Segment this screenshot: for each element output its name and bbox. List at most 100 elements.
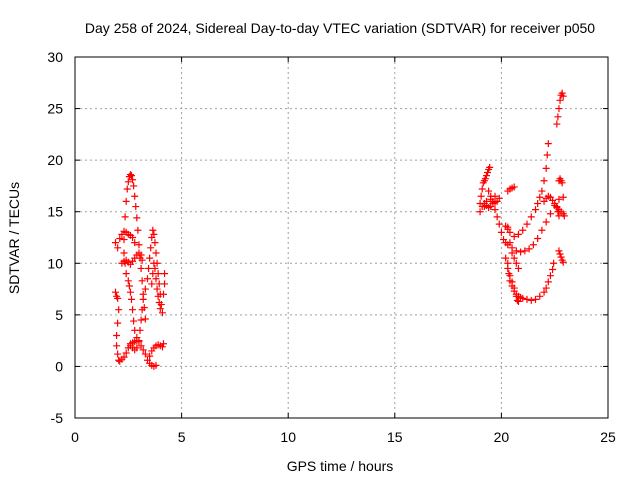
data-point xyxy=(137,316,145,324)
data-point xyxy=(161,270,169,278)
data-point xyxy=(136,326,144,334)
data-point xyxy=(129,234,137,241)
data-point xyxy=(127,295,135,303)
data-point xyxy=(149,270,157,278)
data-point xyxy=(139,295,147,303)
data-point xyxy=(158,343,166,351)
data-point xyxy=(114,244,122,252)
data-point xyxy=(523,295,531,303)
data-point xyxy=(523,220,531,228)
data-point xyxy=(150,230,158,238)
data-point xyxy=(482,197,490,205)
data-point xyxy=(544,140,552,148)
data-point xyxy=(149,226,157,234)
data-point xyxy=(540,177,548,185)
y-tick-label: 5 xyxy=(55,307,63,323)
data-point xyxy=(126,288,134,296)
data-point xyxy=(113,342,121,350)
data-point xyxy=(120,249,128,257)
y-axis-label: SDTVAR / TECUs xyxy=(6,182,22,294)
chart-title: Day 258 of 2024, Sidereal Day-to-day VTE… xyxy=(85,20,595,36)
data-point xyxy=(137,251,145,259)
data-point xyxy=(555,247,563,255)
data-point xyxy=(133,214,141,222)
data-point xyxy=(124,344,132,352)
data-point xyxy=(508,249,516,257)
data-point xyxy=(114,350,122,358)
x-axis-label: GPS time / hours xyxy=(287,458,394,474)
data-point xyxy=(506,272,514,280)
data-point xyxy=(139,346,147,354)
data-point xyxy=(151,239,159,247)
data-point xyxy=(553,203,561,211)
data-point xyxy=(519,226,527,234)
data-point xyxy=(161,280,169,288)
data-point xyxy=(534,235,542,243)
data-point xyxy=(482,172,490,180)
data-point xyxy=(154,292,162,300)
data-point xyxy=(147,244,155,252)
data-point xyxy=(538,226,546,234)
y-tick-label: 30 xyxy=(47,49,63,65)
data-point xyxy=(143,275,151,283)
data-point xyxy=(151,264,159,272)
data-point xyxy=(132,203,140,211)
series-1 xyxy=(112,171,169,370)
data-point xyxy=(493,213,501,221)
x-tick-label: 10 xyxy=(280,429,296,445)
x-tick-label: 0 xyxy=(71,429,79,445)
data-point xyxy=(525,245,533,253)
data-point xyxy=(115,306,123,314)
y-tick-label: -5 xyxy=(51,410,64,426)
grid xyxy=(75,57,608,418)
data-point xyxy=(153,285,161,293)
data-point xyxy=(120,353,128,361)
data-point xyxy=(546,210,554,218)
data-point xyxy=(486,163,494,171)
data-point xyxy=(131,192,139,200)
data-point xyxy=(159,340,167,348)
data-point xyxy=(546,272,554,280)
data-point xyxy=(148,280,156,288)
data-point xyxy=(159,290,167,298)
data-point xyxy=(491,206,499,214)
data-point xyxy=(133,337,141,345)
data-point xyxy=(517,248,525,256)
data-point xyxy=(135,241,143,249)
data-point xyxy=(514,297,522,305)
data-point xyxy=(512,259,520,267)
data-point xyxy=(559,92,567,100)
data-point xyxy=(542,164,550,172)
data-point xyxy=(513,296,521,304)
data-point xyxy=(485,187,493,195)
data-point xyxy=(133,344,141,352)
series-2 xyxy=(476,89,568,305)
data-point xyxy=(510,183,518,191)
data-point xyxy=(141,285,149,293)
data-point xyxy=(123,185,131,193)
data-point xyxy=(558,179,566,187)
data-point xyxy=(125,282,133,290)
data-point xyxy=(555,212,563,220)
data-point xyxy=(532,295,540,303)
data-point xyxy=(506,228,514,236)
data-point xyxy=(543,151,551,159)
data-point xyxy=(544,278,552,286)
data-point xyxy=(131,239,139,247)
data-point xyxy=(138,256,146,264)
data-point xyxy=(519,294,527,302)
x-tick-label: 15 xyxy=(387,429,403,445)
data-point xyxy=(115,356,123,364)
data-point xyxy=(550,259,558,267)
x-tick-label: 20 xyxy=(494,429,510,445)
data-point xyxy=(141,315,149,323)
data-point xyxy=(510,284,518,292)
data-point xyxy=(156,305,164,313)
data-point xyxy=(155,298,163,306)
plot-frame xyxy=(74,56,609,419)
y-tick-label: 10 xyxy=(47,255,63,271)
data-point xyxy=(129,306,137,314)
data-point xyxy=(137,264,145,272)
data-point xyxy=(549,265,557,273)
